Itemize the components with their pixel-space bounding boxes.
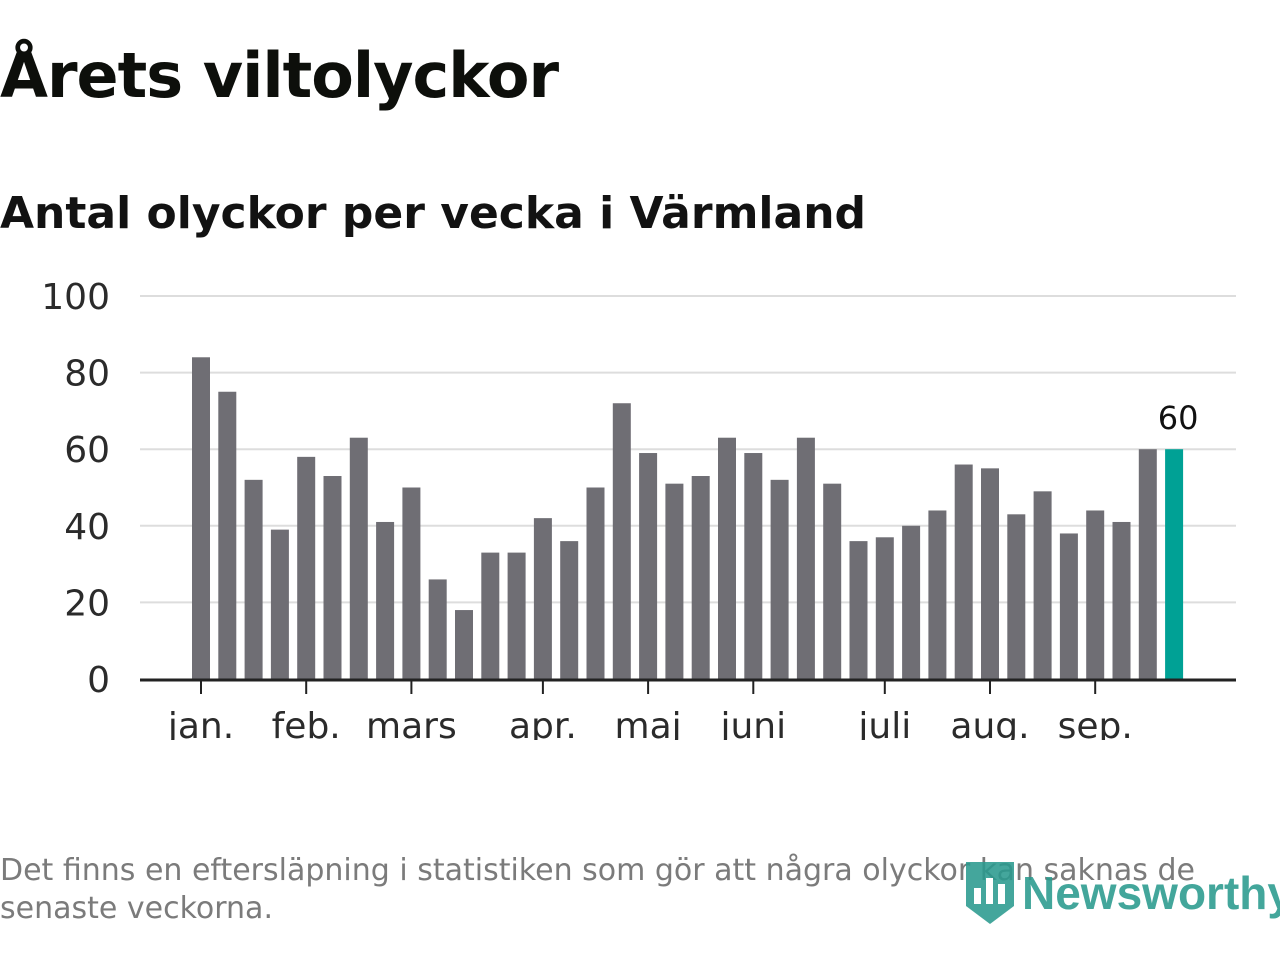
bar-chart: 0 20 40 60 80 100 60 jan. feb. mars apr. maj juni jul… (41, 277, 1236, 740)
bar (218, 391, 237, 679)
x-tick-label: aug. (950, 706, 1029, 740)
bar (560, 541, 579, 679)
bar (1138, 449, 1157, 679)
bar (244, 479, 263, 679)
bar (875, 537, 894, 679)
bar (481, 552, 500, 679)
bar (428, 579, 447, 679)
x-tick-label: sep. (1058, 706, 1133, 740)
bar (665, 483, 684, 679)
y-tick-label: 40 (64, 507, 110, 548)
bar (823, 483, 842, 679)
bar (533, 518, 552, 679)
bar (270, 529, 289, 679)
bar (744, 453, 763, 679)
bar (297, 456, 316, 679)
chart-title: Årets viltolyckor (0, 39, 559, 112)
bar (1033, 491, 1052, 679)
bar (1086, 510, 1105, 679)
bar (796, 437, 815, 679)
bar (1007, 514, 1026, 679)
bar (849, 541, 868, 679)
bar (902, 525, 921, 679)
y-tick-label: 0 (87, 660, 110, 701)
y-tick-label: 80 (64, 354, 110, 395)
y-tick-label: 100 (41, 277, 110, 318)
x-tick-label: juli (857, 706, 911, 740)
bar (691, 476, 710, 679)
bar (586, 487, 605, 679)
bar (507, 552, 526, 679)
bar (718, 437, 736, 679)
logo-text: Newsworthy (1022, 867, 1280, 919)
y-tick-label: 20 (64, 583, 110, 624)
bar (402, 487, 421, 679)
bar-chart-pin-icon (966, 862, 1014, 924)
bar (639, 453, 658, 679)
x-tick-label: apr. (509, 706, 577, 740)
bar (349, 437, 368, 679)
bar (770, 479, 789, 679)
x-tick-label: mars (366, 706, 457, 740)
bar-highlight (1165, 449, 1184, 679)
bar (192, 357, 210, 679)
x-tick-label: maj (615, 706, 682, 740)
bar (1059, 533, 1078, 679)
bar (455, 610, 473, 679)
bar (928, 510, 947, 679)
bar (954, 464, 973, 679)
x-tick-label: feb. (272, 706, 341, 740)
x-tick-label: jan. (167, 706, 234, 740)
bar-value-label: 60 (1158, 399, 1199, 437)
y-tick-label: 60 (64, 430, 110, 471)
bar (1112, 521, 1131, 679)
bar (981, 468, 999, 679)
newsworthy-logo: Newsworthy (964, 860, 1280, 926)
chart-subtitle: Antal olyckor per vecka i Värmland (0, 188, 867, 239)
x-tick-label: juni (719, 706, 786, 740)
bar (323, 476, 342, 679)
bar (612, 403, 631, 679)
bar (376, 521, 395, 679)
